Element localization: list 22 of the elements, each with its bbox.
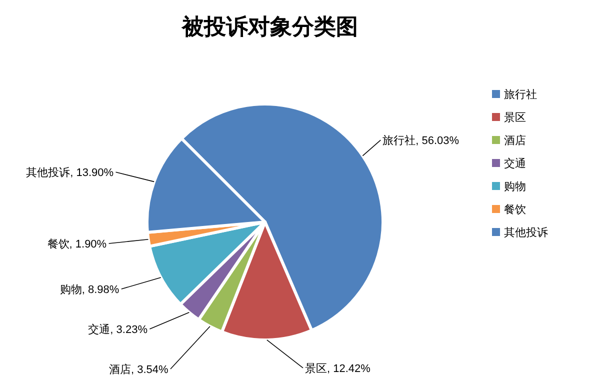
slice-label: 旅行社 xyxy=(382,134,416,148)
slice-label: 餐饮 xyxy=(47,238,70,250)
legend-label: 景区 xyxy=(504,112,526,124)
chart-title: 被投诉对象分类图 xyxy=(181,14,358,39)
legend-label: 酒店 xyxy=(504,134,526,147)
data-label: , 1.90% xyxy=(69,238,107,250)
legend-label: 餐饮 xyxy=(504,204,526,216)
data-label: , 8.98% xyxy=(82,284,120,296)
legend-label: 其他投诉 xyxy=(504,226,548,239)
legend-label: 购物 xyxy=(504,181,526,193)
legend-label: 旅行社 xyxy=(504,88,537,101)
data-label: , 12.42% xyxy=(327,362,371,375)
data-label: , 3.54% xyxy=(130,364,168,376)
slice-label: 其他投诉 xyxy=(26,166,70,180)
slice-label: 景区 xyxy=(305,362,327,375)
legend-label: 交通 xyxy=(504,157,526,170)
data-label: , 3.23% xyxy=(110,324,148,336)
slice-label: 酒店 xyxy=(108,363,131,376)
data-label: , 56.03% xyxy=(416,135,460,148)
slice-label: 购物 xyxy=(60,284,82,296)
data-label: , 13.90% xyxy=(70,167,114,180)
slice-label: 交通 xyxy=(88,323,110,336)
